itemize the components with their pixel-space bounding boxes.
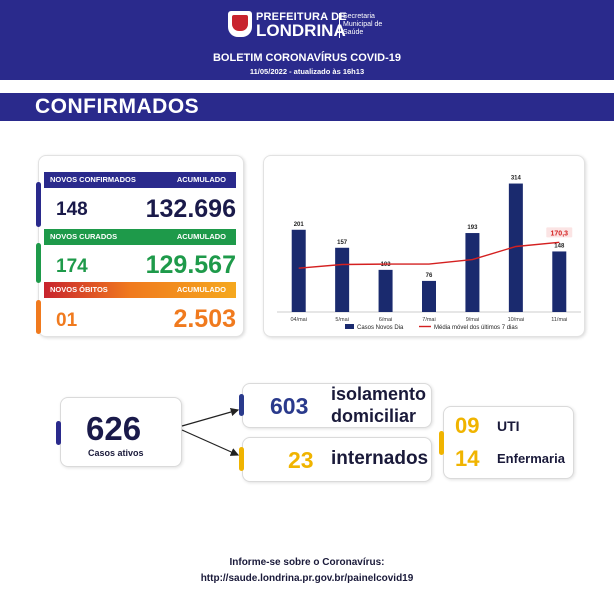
section-title: CONFIRMADOS (35, 95, 200, 118)
confirmed-total-value: 132.696 (145, 195, 236, 223)
deaths-label: NOVOS ÓBITOS (50, 285, 108, 294)
bar-data-label-4: 193 (467, 225, 478, 231)
crest-icon (228, 11, 252, 37)
legend-bar-swatch (345, 324, 354, 329)
cases-chart: 201 04/mai 157 5/mai 103 6/mai 76 7/mai 193 9/mai… (277, 176, 581, 331)
bar-data-label-0: 201 (294, 222, 305, 228)
recovered-acc-label: ACUMULADO (176, 232, 226, 241)
isolation-label-line2: domiciliar (331, 406, 417, 426)
isolation-label-line1: isolamento (331, 384, 427, 404)
deaths-total-value: 2.503 (173, 305, 236, 333)
deaths-new-value: 01 (56, 310, 78, 331)
bar-1 (335, 247, 350, 312)
bar-data-label-6: 148 (554, 243, 565, 249)
bar-data-label-5: 314 (511, 176, 522, 182)
bulletin-title: BOLETIM CORONAVÍRUS COVID-19 (212, 52, 402, 64)
bar-3 (422, 280, 436, 312)
logo-prefeitura-text: PREFEITURA DE (256, 11, 347, 23)
confirmed-label: NOVOS CONFIRMADOS (50, 175, 136, 184)
recovered-new-value: 174 (56, 256, 88, 277)
deaths-header: NOVOS ÓBITOS ACUMULADO (44, 282, 236, 298)
flow-arrows (181, 407, 240, 456)
ward-value: 14 (455, 446, 480, 471)
hospitalized-value: 23 (288, 447, 314, 473)
bar-4 (465, 233, 480, 312)
bar-data-label-3: 76 (426, 273, 433, 279)
uti-value: 09 (455, 413, 480, 438)
active-side-bar (56, 421, 61, 445)
recovered-header: NOVOS CURADOS ACUMULADO (44, 229, 236, 245)
legend-bar-label: Casos Novos Dia (357, 325, 404, 331)
x-tick-label-0: 04/mai (290, 317, 307, 323)
active-cases-label: Casos ativos (88, 448, 144, 458)
section-banner (0, 93, 614, 121)
bar-6 (552, 251, 567, 312)
logo-secretaria-text: Secretaria Municipal de Saúde (343, 13, 383, 36)
highlight-label-bg (546, 227, 573, 238)
deaths-acc-label: ACUMULADO (176, 285, 226, 294)
arrow-to-hospitalized (181, 429, 240, 456)
hospitalized-label: internados (331, 448, 429, 469)
x-tick-label-5: 10/mai (508, 317, 525, 323)
confirmed-acc-label: ACUMULADO (176, 175, 226, 184)
uti-ward-box (443, 406, 574, 479)
logo-city-text: LONDRINA (256, 21, 346, 40)
bar-data-label-2: 103 (381, 262, 392, 268)
x-tick-label-1: 5/mai (335, 317, 348, 323)
footer-url-link[interactable]: http://saude.londrina.pr.gov.br/painelco… (200, 573, 414, 584)
bar-data-label-1: 157 (337, 240, 348, 246)
confirmed-new-value: 148 (56, 199, 88, 220)
prefeitura-logo: PREFEITURA DE LONDRINA Secretaria Munici… (228, 11, 388, 39)
bar-0 (291, 229, 306, 312)
footer-info-text: Informe-se sobre o Coronavírus: (229, 557, 385, 568)
uti-label: UTI (497, 418, 520, 434)
legend-line-label: Média móvel dos últimos 7 dias (434, 325, 518, 331)
recovered-total-value: 129.567 (145, 251, 236, 279)
moving-average-highlight-label: 170,3 (551, 230, 569, 237)
moving-average-line (298, 241, 560, 269)
logo-divider (339, 13, 340, 38)
x-tick-label-3: 7/mai (422, 317, 435, 323)
x-tick-label-4: 9/mai (466, 317, 479, 323)
isolation-side-bar (239, 394, 244, 416)
active-cases-box (60, 397, 182, 467)
bar-2 (378, 269, 393, 312)
arrow-to-isolation (181, 407, 240, 427)
deaths-side-bar (36, 300, 41, 334)
bar-5 (508, 183, 523, 312)
hospitalized-box (242, 437, 432, 482)
header-banner (0, 0, 614, 80)
x-tick-label-2: 6/mai (379, 317, 392, 323)
active-cases-value: 626 (86, 410, 142, 447)
hospitalized-side-bar (239, 447, 244, 471)
isolation-box (242, 383, 432, 428)
bulletin-date: 11/05/2022 - atualizado às 16h13 (249, 67, 365, 76)
x-tick-label-6: 11/mai (551, 317, 567, 323)
ward-label: Enfermaria (497, 451, 565, 466)
recovered-side-bar (36, 243, 41, 283)
confirmed-side-bar (36, 182, 41, 227)
recovered-label: NOVOS CURADOS (50, 232, 118, 241)
confirmed-header: NOVOS CONFIRMADOS ACUMULADO (44, 172, 236, 188)
uti-side-bar (439, 431, 444, 455)
isolation-value: 603 (270, 393, 309, 419)
